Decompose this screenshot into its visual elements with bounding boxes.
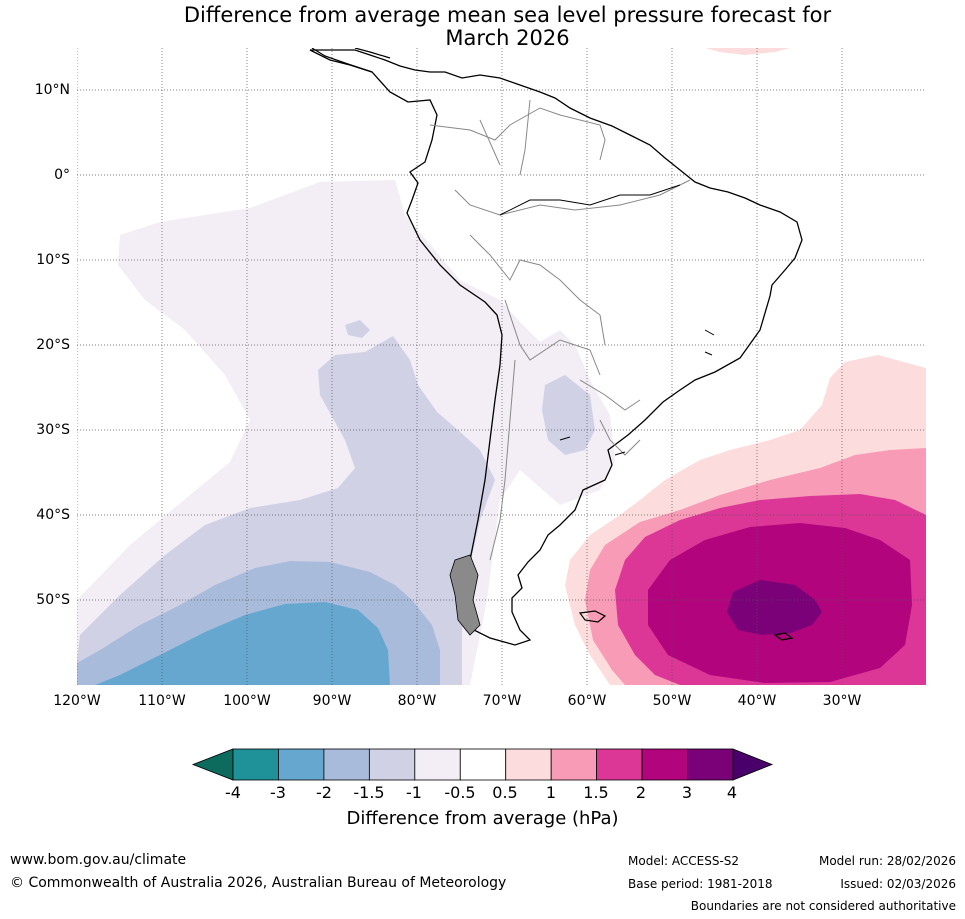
rivers xyxy=(499,184,715,456)
contour-neg-2 xyxy=(95,602,390,685)
colorbar-tick: 4 xyxy=(726,783,738,802)
patagonia-islands xyxy=(449,554,481,636)
colorbar-tick: 3 xyxy=(681,783,693,802)
lon-label-40w: 40°W xyxy=(737,693,777,709)
lon-label-110w: 110°W xyxy=(138,693,186,709)
colorbar-swatch xyxy=(641,748,688,781)
colorbar-swatch xyxy=(232,748,279,781)
colorbar-swatch xyxy=(550,748,598,781)
south-america-coastline xyxy=(309,49,803,646)
country-borders xyxy=(429,99,691,561)
colorbar-swatch xyxy=(368,748,416,781)
colorbar-tick: 1 xyxy=(545,783,557,802)
colorbar-swatch xyxy=(278,748,325,781)
colorbar-tick: 1.5 xyxy=(583,783,609,802)
map-title-line2: March 2026 xyxy=(445,26,570,50)
lat-label-10n: 10°N xyxy=(34,82,70,98)
colorbar-swatch xyxy=(596,748,643,781)
map-title: Difference from average mean sea level p… xyxy=(0,4,965,50)
lon-label-120w: 120°W xyxy=(53,693,101,709)
colorbar-tick: 0.5 xyxy=(492,783,518,802)
footer-model: Model: ACCESS-S2 xyxy=(628,854,740,868)
central-america-coastline xyxy=(311,48,391,73)
lon-label-80w: 80°W xyxy=(397,693,437,709)
lat-label-0: 0° xyxy=(54,167,70,183)
colorbar-tick: 2 xyxy=(635,783,647,802)
colorbar-tick: -2 xyxy=(316,783,332,802)
colorbar-tick: -3 xyxy=(270,783,286,802)
contour-pos-3 xyxy=(727,580,822,635)
map-title-line1: Difference from average mean sea level p… xyxy=(183,3,832,27)
colorbar-swatch xyxy=(323,748,370,781)
lat-label-10s: 10°S xyxy=(36,252,70,268)
colorbar-tick: -0.5 xyxy=(444,783,476,802)
colorbar-under-arrow xyxy=(191,748,234,781)
colorbar-swatch xyxy=(687,748,734,781)
footer-model-run: Model run: 28/02/2026 xyxy=(818,854,956,868)
colorbar-tick: -1 xyxy=(406,783,422,802)
contour-neg-1-small xyxy=(542,375,595,455)
graticule xyxy=(77,48,926,685)
lat-label-30s: 30°S xyxy=(36,422,70,438)
lon-label-70w: 70°W xyxy=(482,693,522,709)
footer-disclaimer: Boundaries are not considered authoritat… xyxy=(690,899,956,913)
colorbar-title: Difference from average (hPa) xyxy=(346,808,619,829)
lon-label-50w: 50°W xyxy=(652,693,692,709)
colorbar xyxy=(191,748,774,781)
lat-label-20s: 20°S xyxy=(36,337,70,353)
colorbar-tick: -4 xyxy=(225,783,241,802)
colorbar-over-arrow xyxy=(732,748,774,781)
colorbar-swatch xyxy=(414,748,461,781)
colorbar-swatch xyxy=(505,748,552,781)
footer-copyright: © Commonwealth of Australia 2026, Austra… xyxy=(10,875,507,891)
contour-pos-0.5-north xyxy=(705,48,790,55)
falkland-islands xyxy=(578,610,607,623)
south-georgia xyxy=(773,632,794,641)
lat-label-50s: 50°S xyxy=(36,592,70,608)
footer-base-period: Base period: 1981-2018 xyxy=(628,877,773,891)
colorbar-tick: -1.5 xyxy=(353,783,385,802)
contour-neg-1-islet xyxy=(345,320,370,338)
footer-issued: Issued: 02/03/2026 xyxy=(840,877,956,891)
lon-label-100w: 100°W xyxy=(223,693,271,709)
lon-label-30w: 30°W xyxy=(822,693,862,709)
lon-label-90w: 90°W xyxy=(312,693,352,709)
footer-url[interactable]: www.bom.gov.au/climate xyxy=(10,852,187,868)
lon-label-60w: 60°W xyxy=(567,693,607,709)
lat-label-40s: 40°S xyxy=(36,507,70,523)
colorbar-swatch xyxy=(459,748,507,781)
